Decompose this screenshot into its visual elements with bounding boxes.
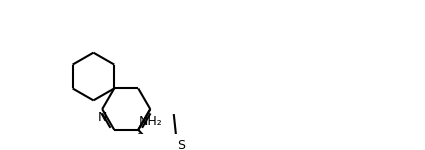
Text: S: S <box>177 139 185 150</box>
Text: N: N <box>97 111 107 124</box>
Text: NH₂: NH₂ <box>139 115 163 128</box>
